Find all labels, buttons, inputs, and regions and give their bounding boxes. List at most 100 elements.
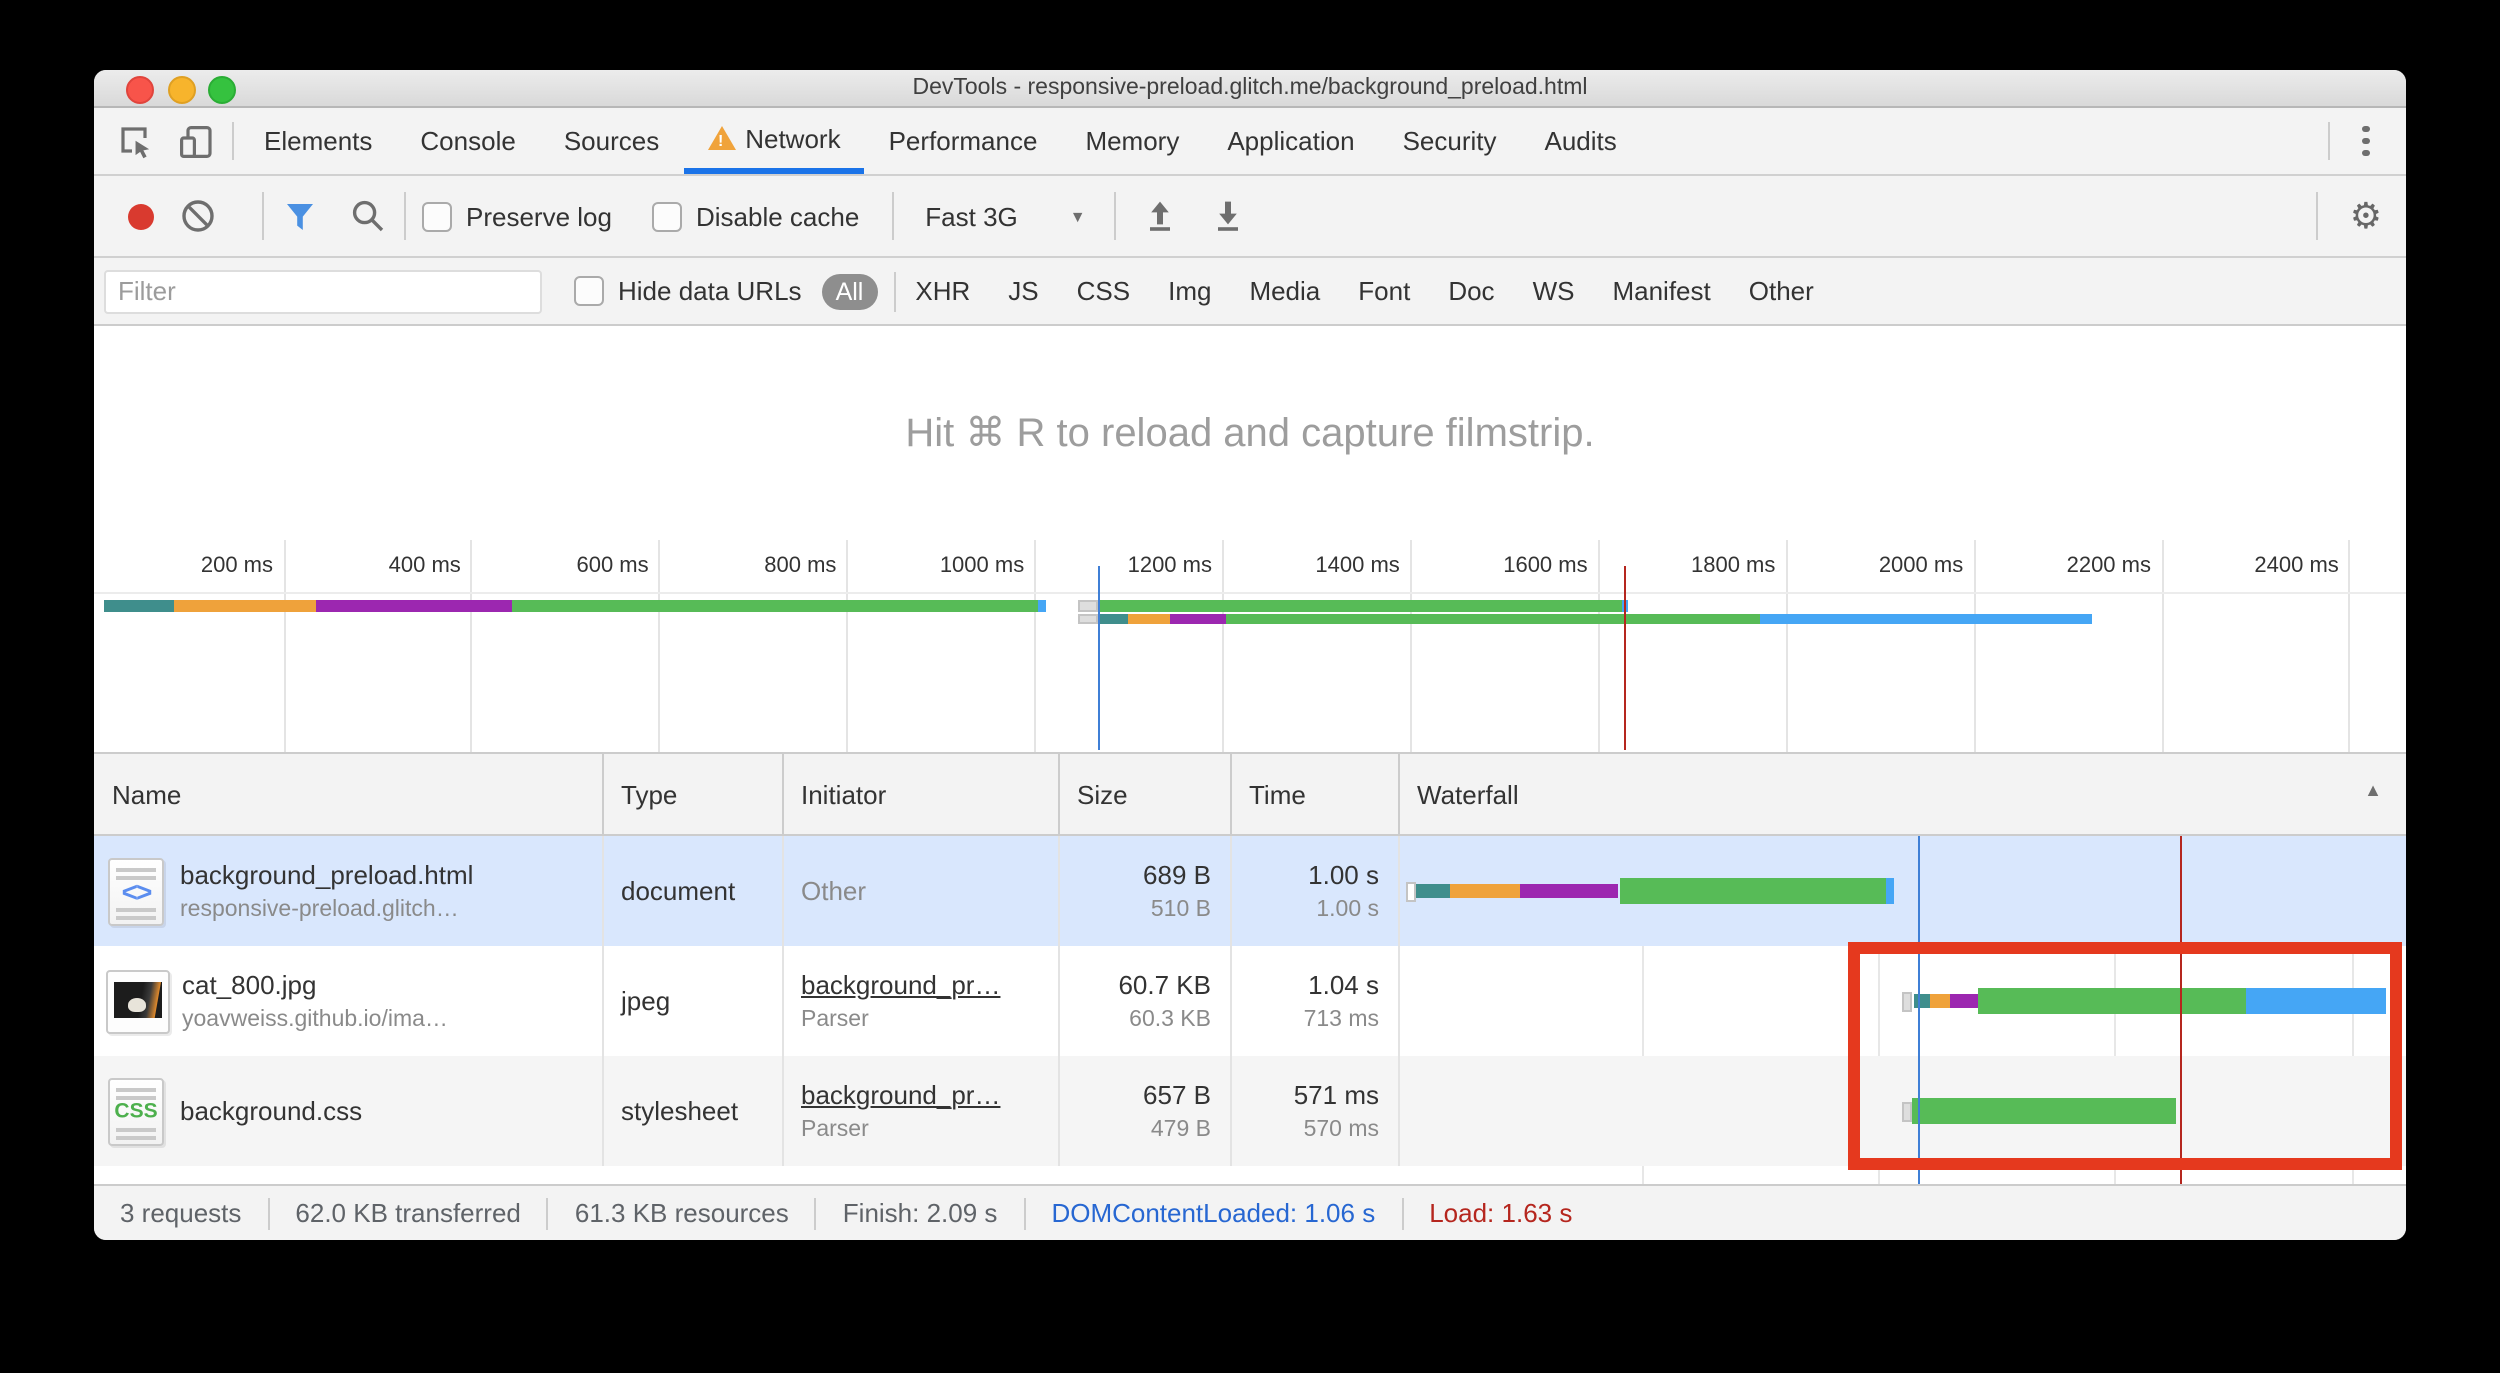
disable-cache-label: Disable cache	[695, 201, 860, 231]
timeline-gridline	[1597, 540, 1600, 752]
chevron-down-icon: ▼	[1069, 207, 1086, 225]
import-har-icon[interactable]	[1140, 190, 1180, 242]
filter-type-img[interactable]: Img	[1168, 276, 1212, 306]
timing-segment-wait	[1226, 613, 1760, 624]
request-row-background.css[interactable]: CSS background.css stylesheet background…	[94, 1056, 2406, 1166]
initiator-link[interactable]: background_pr…	[801, 1080, 1001, 1110]
cell-size: 657 B 479 B	[1059, 1056, 1231, 1166]
css-document-icon: CSS	[108, 1077, 164, 1145]
timing-segment-dl	[2246, 988, 2386, 1014]
cell-type: stylesheet	[603, 1056, 783, 1166]
timeline-tick-label: 1000 ms	[939, 554, 1025, 578]
timeline-gridline	[283, 540, 285, 752]
timeline-gridline	[2161, 540, 2163, 752]
timing-segment-wait	[1620, 878, 1886, 904]
timing-segment-dns	[1416, 884, 1450, 898]
timing-segment-conn	[1450, 884, 1520, 898]
warning-icon: !	[707, 126, 736, 150]
filter-type-manifest[interactable]: Manifest	[1612, 276, 1711, 306]
filter-type-font[interactable]: Font	[1358, 276, 1411, 306]
cell-initiator: background_pr… Parser	[783, 1056, 1059, 1166]
timing-segment-wait	[512, 600, 1038, 611]
tab-application[interactable]: Application	[1227, 126, 1355, 156]
cell-time: 571 ms 570 ms	[1231, 1056, 1399, 1166]
tab-network[interactable]: ! Network	[683, 108, 865, 174]
timeline-gridline	[1222, 540, 1224, 752]
timeline-gridline	[470, 540, 473, 752]
request-row-cat_800.jpg[interactable]: cat_800.jpg yoavweiss.github.io/ima… jpe…	[94, 946, 2406, 1056]
timing-segment-wait	[1912, 1098, 2176, 1124]
column-header-waterfall[interactable]: Waterfall	[1417, 779, 1519, 809]
timeline-gridline	[1409, 540, 1412, 752]
tab-sources[interactable]: Sources	[563, 126, 660, 156]
load-time: Load: 1.63 s	[1429, 1198, 1573, 1228]
divider	[546, 1197, 549, 1229]
filter-input[interactable]	[104, 269, 542, 313]
tab-security[interactable]: Security	[1402, 126, 1497, 156]
waterfall-gridline	[1878, 836, 1880, 1198]
resources-size: 61.3 KB resources	[574, 1198, 789, 1228]
title-bar: DevTools - responsive-preload.glitch.me/…	[94, 70, 2406, 108]
timing-segment-cap2	[1078, 600, 1098, 611]
zoom-button[interactable]	[208, 76, 236, 104]
initiator-link[interactable]: background_pr…	[801, 970, 1001, 1000]
timeline-gridline	[1973, 540, 1976, 752]
device-toolbar-icon[interactable]	[166, 108, 226, 174]
cell-size: 689 B 510 B	[1059, 836, 1231, 946]
minimize-button[interactable]	[167, 76, 195, 104]
timing-segment-ssl	[1520, 884, 1618, 898]
hide-data-urls-checkbox[interactable]	[574, 276, 604, 306]
filter-type-xhr[interactable]: XHR	[915, 276, 971, 306]
cell-initiator: background_pr… Parser	[783, 946, 1059, 1056]
filter-type-css[interactable]: CSS	[1076, 276, 1131, 306]
network-overview[interactable]: 200 ms 400 ms 600 ms 800 ms 1000 ms 1200 ms 14…	[94, 540, 2406, 754]
html-document-icon: <>	[108, 857, 164, 925]
column-header-name[interactable]: Name	[94, 754, 603, 834]
tab-audits[interactable]: Audits	[1544, 126, 1617, 156]
column-header-size[interactable]: Size	[1059, 754, 1231, 834]
tab-elements[interactable]: Elements	[264, 126, 373, 156]
filter-type-all[interactable]: All	[821, 273, 878, 309]
disable-cache-checkbox[interactable]	[651, 201, 682, 231]
filter-type-ws[interactable]: WS	[1532, 276, 1575, 306]
filter-type-media[interactable]: Media	[1249, 276, 1321, 306]
filter-type-doc[interactable]: Doc	[1448, 276, 1495, 306]
search-icon[interactable]	[348, 190, 388, 242]
timing-segment-cap	[1406, 881, 1416, 901]
hide-data-urls-label: Hide data URLs	[618, 276, 802, 306]
cell-name: CSS background.css	[94, 1056, 603, 1166]
preserve-log-checkbox[interactable]	[422, 201, 452, 231]
filter-type-js[interactable]: JS	[1008, 276, 1039, 306]
timeline-gridline	[2348, 540, 2351, 752]
transferred-size: 62.0 KB transferred	[295, 1198, 521, 1228]
filter-icon[interactable]	[280, 190, 320, 242]
tab-memory[interactable]: Memory	[1085, 126, 1180, 156]
clear-icon[interactable]	[178, 190, 218, 242]
timing-segment-cap2	[1902, 991, 1912, 1011]
column-header-time[interactable]: Time	[1231, 754, 1399, 834]
dcl-marker-line	[1917, 836, 1919, 1198]
settings-gear-icon[interactable]: ⚙	[2349, 195, 2382, 235]
preserve-log-label: Preserve log	[466, 201, 612, 231]
inspect-element-icon[interactable]	[106, 108, 166, 174]
waterfall-gridline	[2352, 836, 2354, 1198]
record-button[interactable]	[128, 203, 154, 229]
more-options-icon[interactable]	[2344, 108, 2388, 174]
cell-type: document	[603, 836, 783, 946]
status-bar: 3 requests 62.0 KB transferred 61.3 KB r…	[94, 1184, 2406, 1240]
tab-console[interactable]: Console	[420, 126, 516, 156]
request-row-background_preload.html[interactable]: <> background_preload.html responsive-pr…	[94, 836, 2406, 946]
divider	[404, 192, 406, 240]
export-har-icon[interactable]	[1208, 190, 1248, 242]
column-header-initiator[interactable]: Initiator	[783, 754, 1059, 834]
filter-type-other[interactable]: Other	[1748, 276, 1814, 306]
column-header-type[interactable]: Type	[603, 754, 783, 834]
tab-performance[interactable]: Performance	[888, 126, 1038, 156]
close-button[interactable]	[126, 76, 154, 104]
divider	[2316, 192, 2318, 240]
sort-ascending-icon[interactable]: ▲	[2364, 780, 2382, 800]
timeline-tick-label: 800 ms	[764, 554, 837, 578]
timing-segment-ssl	[316, 600, 512, 611]
requests-count: 3 requests	[120, 1198, 242, 1228]
throttling-select[interactable]: Fast 3G ▼	[925, 201, 1086, 231]
